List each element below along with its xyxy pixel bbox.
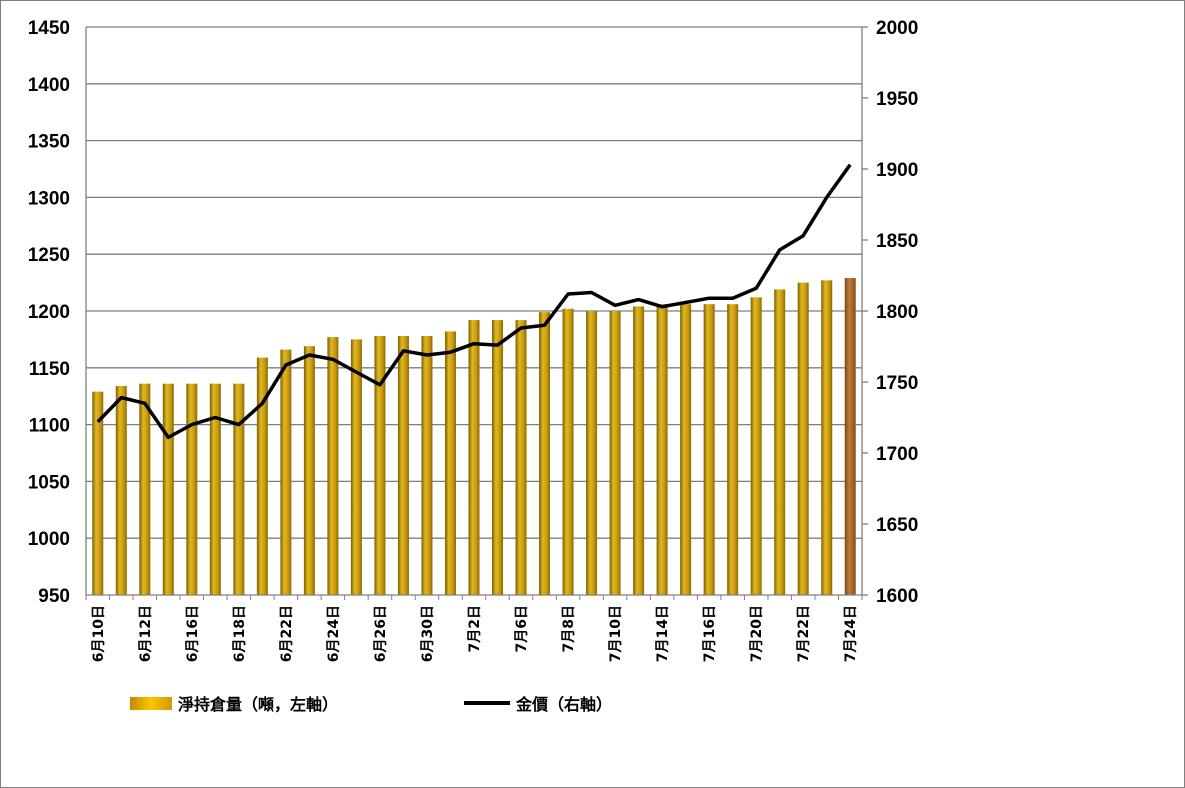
x-tick-label: 7月24日 bbox=[843, 605, 859, 662]
y-left-tick-label: 1200 bbox=[28, 302, 70, 323]
y-right-tick-label: 1600 bbox=[876, 586, 918, 607]
legend-line-label: 金價（右軸） bbox=[515, 695, 612, 714]
y-right-tick-label: 1700 bbox=[876, 444, 918, 465]
bar bbox=[680, 304, 692, 595]
x-tick-label: 6月16日 bbox=[185, 605, 201, 662]
y-right-tick-label: 1800 bbox=[876, 302, 918, 323]
bar bbox=[233, 383, 245, 595]
bar bbox=[327, 337, 339, 595]
bar bbox=[727, 304, 739, 595]
bar-series bbox=[92, 278, 856, 595]
y-left-tick-label: 1300 bbox=[28, 188, 70, 209]
y-axis-right-labels: 1600 1650 1700 1750 1800 1850 1900 1950 2000 bbox=[876, 18, 918, 607]
bar bbox=[444, 331, 456, 595]
bar bbox=[468, 320, 480, 595]
y-right-tick-label: 1900 bbox=[876, 160, 918, 181]
bar bbox=[539, 312, 551, 595]
y-right-tick-label: 1650 bbox=[876, 515, 918, 536]
bar bbox=[492, 320, 504, 595]
x-tick-label: 6月12日 bbox=[138, 605, 154, 662]
legend: 淨持倉量（噸，左軸） 金價（右軸） bbox=[130, 695, 612, 714]
y-right-tick-label: 1750 bbox=[876, 373, 918, 394]
bar bbox=[774, 289, 786, 595]
x-tick-label: 7月16日 bbox=[702, 605, 718, 662]
y-left-tick-label: 1050 bbox=[28, 472, 70, 493]
y-left-tick-label: 1100 bbox=[29, 416, 70, 437]
bar bbox=[656, 304, 668, 595]
x-tick-label: 7月10日 bbox=[608, 605, 624, 662]
x-axis-labels: 6月10日 6月12日 6月16日 6月18日 6月22日 6月24日 6月26日 6月30日… bbox=[91, 605, 859, 662]
y-right-tick-label: 1850 bbox=[876, 231, 918, 252]
y-left-tick-label: 1450 bbox=[28, 18, 70, 39]
y-left-tick-label: 1350 bbox=[28, 132, 70, 153]
x-tick-label: 6月10日 bbox=[91, 605, 107, 662]
bar bbox=[562, 308, 574, 595]
bar bbox=[421, 335, 433, 595]
x-tick-label: 7月6日 bbox=[514, 605, 530, 652]
x-tick-label: 7月22日 bbox=[796, 605, 812, 662]
bar bbox=[162, 383, 174, 595]
bar bbox=[280, 349, 292, 595]
price-line bbox=[96, 163, 852, 440]
y-left-tick-label: 1000 bbox=[28, 529, 70, 550]
bar bbox=[256, 357, 268, 595]
x-tick-label: 6月18日 bbox=[232, 605, 248, 662]
x-tick-label: 7月14日 bbox=[655, 605, 671, 662]
bar bbox=[303, 346, 315, 595]
bar bbox=[92, 391, 104, 595]
y-left-tick-label: 1250 bbox=[28, 245, 70, 266]
bar bbox=[609, 311, 621, 595]
bar bbox=[750, 297, 762, 595]
axes bbox=[85, 26, 868, 600]
bar bbox=[209, 383, 221, 595]
bar bbox=[186, 383, 198, 595]
bar bbox=[703, 304, 715, 595]
x-tick-label: 6月30日 bbox=[420, 605, 436, 662]
x-tick-label: 6月24日 bbox=[326, 605, 342, 662]
x-tick-label: 7月2日 bbox=[467, 605, 483, 652]
bar bbox=[515, 320, 527, 595]
bar bbox=[586, 311, 598, 595]
bar bbox=[350, 339, 362, 595]
x-tick-label: 7月20日 bbox=[749, 605, 765, 662]
legend-bar-label: 淨持倉量（噸，左軸） bbox=[178, 695, 338, 714]
bar bbox=[844, 278, 856, 595]
line-series bbox=[96, 163, 852, 440]
x-tick-label: 6月22日 bbox=[279, 605, 295, 662]
bar bbox=[821, 280, 833, 595]
y-right-tick-label: 2000 bbox=[876, 18, 918, 39]
y-right-tick-label: 1950 bbox=[876, 89, 918, 110]
y-left-tick-label: 1400 bbox=[28, 75, 70, 96]
y-axis-left-labels: 950 1000 1050 1100 1150 1200 1250 1300 1350 1400 1… bbox=[28, 18, 70, 607]
bar bbox=[139, 383, 151, 595]
x-tick-label: 7月8日 bbox=[561, 605, 577, 652]
bar bbox=[374, 335, 386, 595]
x-tick-label: 6月26日 bbox=[373, 605, 389, 662]
bar bbox=[797, 282, 809, 595]
y-left-tick-label: 950 bbox=[38, 586, 70, 607]
bar bbox=[633, 306, 645, 595]
y-left-tick-label: 1150 bbox=[29, 359, 70, 380]
bar bbox=[397, 335, 409, 595]
bar bbox=[115, 385, 127, 595]
legend-bar-swatch bbox=[130, 697, 172, 710]
